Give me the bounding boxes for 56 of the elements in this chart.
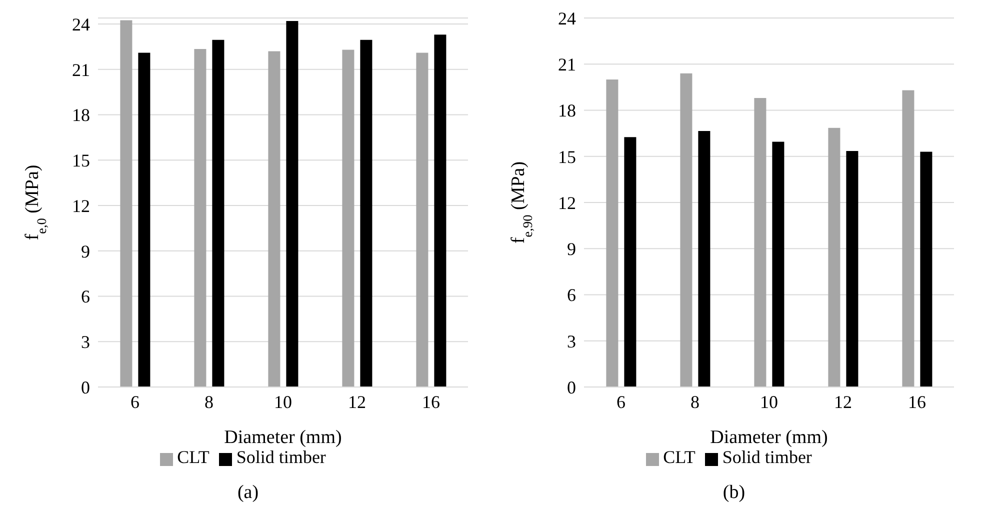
legend-label: CLT [663, 447, 696, 467]
x-tick-label: 12 [348, 392, 366, 412]
bar [920, 152, 932, 387]
bar [434, 34, 446, 387]
y-tick-label: 6 [81, 286, 90, 307]
y-tick-label: 9 [81, 241, 90, 262]
y-tick-label: 18 [558, 100, 576, 121]
bar [698, 131, 710, 387]
x-tick-label: 6 [616, 392, 626, 412]
y-tick-label: 24 [72, 14, 90, 34]
x-tick-label: 10 [760, 392, 778, 412]
bar [268, 51, 280, 387]
bar [846, 150, 858, 387]
y-tick-label: 12 [558, 192, 576, 213]
x-tick-label: 12 [834, 392, 852, 412]
x-tick-label: 8 [204, 392, 214, 412]
text: (b) [722, 482, 746, 504]
y-tick-label: 0 [567, 377, 576, 398]
y-tick-label: 15 [558, 146, 576, 167]
bar [120, 20, 132, 387]
y-tick-label: 18 [72, 105, 90, 126]
y-tick-label: 24 [558, 8, 576, 28]
bar [416, 52, 428, 387]
bar [624, 137, 636, 387]
bar [680, 73, 692, 387]
y-tick-label: 6 [567, 285, 576, 306]
bar [286, 21, 298, 387]
y-tick-label: 21 [558, 54, 576, 75]
y-tick-label: 21 [72, 60, 90, 80]
bar [828, 128, 840, 387]
x-axis-title: Diameter (mm) [710, 427, 828, 448]
y-tick-label: 3 [567, 331, 576, 352]
y-tick-label: 3 [81, 332, 90, 352]
bar [606, 80, 618, 387]
bar [138, 52, 150, 387]
bar [342, 50, 354, 387]
x-tick-label: 6 [130, 392, 140, 412]
bar [754, 98, 766, 387]
text: (a) [236, 482, 260, 504]
y-tick-label: 9 [567, 239, 576, 260]
bar [772, 142, 784, 387]
legend-label: CLT [177, 447, 210, 467]
x-tick-label: 8 [690, 392, 700, 412]
bar [212, 40, 224, 387]
bar [194, 49, 206, 387]
y-tick-label: 15 [72, 150, 90, 171]
x-tick-label: 10 [274, 392, 292, 412]
x-tick-label: 16 [908, 392, 926, 412]
x-tick-label: 16 [422, 392, 440, 412]
x-axis-title: Diameter (mm) [224, 427, 342, 448]
bar [902, 90, 914, 387]
y-tick-label: 12 [72, 196, 90, 216]
legend-label: Solid timber [236, 447, 326, 467]
y-tick-label: 0 [81, 377, 90, 398]
bar [360, 40, 372, 387]
legend-label: Solid timber [722, 447, 812, 467]
